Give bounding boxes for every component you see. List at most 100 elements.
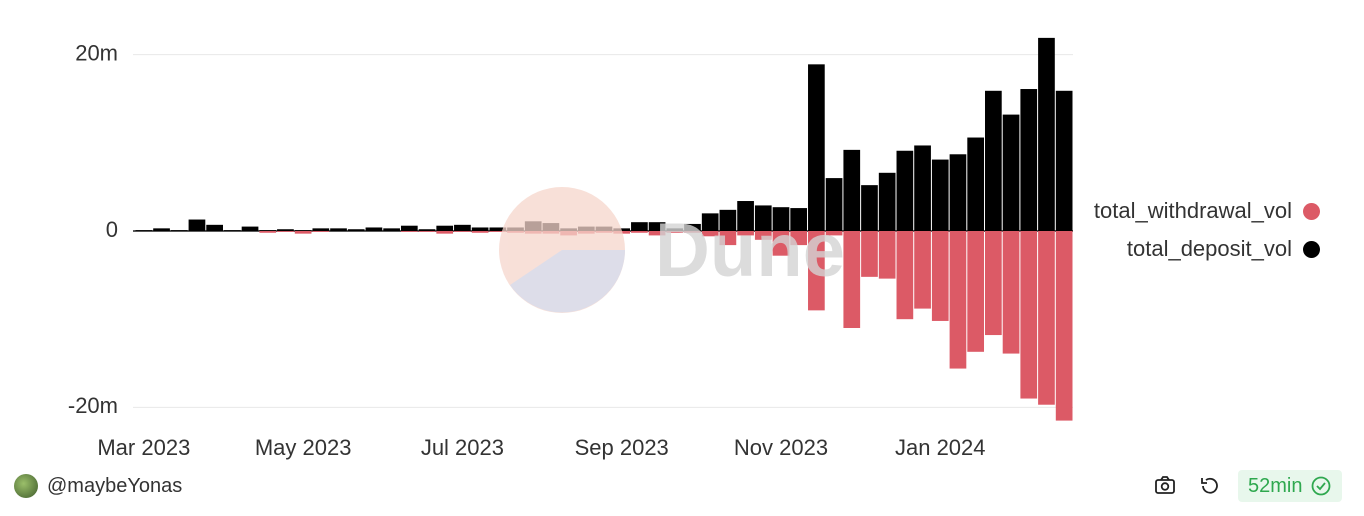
bar <box>878 172 896 231</box>
bar <box>949 231 967 369</box>
bar <box>967 137 985 231</box>
legend-marker <box>1303 202 1320 220</box>
x-tick-label: Sep 2023 <box>575 435 669 460</box>
bar <box>931 231 949 321</box>
bar <box>737 231 754 236</box>
bar <box>772 207 790 231</box>
bar <box>365 227 383 231</box>
legend-item[interactable]: total_withdrawal_vol <box>1094 198 1320 224</box>
bar <box>241 226 259 231</box>
bar <box>418 229 436 231</box>
bar <box>383 228 400 231</box>
bar <box>666 228 684 231</box>
bar <box>400 231 418 232</box>
age: 52min <box>1248 474 1303 497</box>
bar <box>896 150 914 231</box>
bar <box>1038 37 1055 231</box>
bar <box>259 231 277 233</box>
bar <box>701 231 719 237</box>
bar <box>701 213 719 231</box>
bar <box>400 225 418 231</box>
bar <box>1038 231 1055 405</box>
bar <box>719 231 737 246</box>
bar <box>754 231 772 240</box>
check-icon <box>1312 476 1331 496</box>
bar <box>896 231 914 320</box>
bar <box>772 231 790 256</box>
bar <box>985 231 1002 336</box>
bar <box>330 228 347 231</box>
bar <box>648 222 666 231</box>
bar <box>312 231 330 232</box>
screenshot-button[interactable] <box>1154 475 1178 497</box>
bar <box>135 230 153 231</box>
bar <box>454 224 471 231</box>
bar <box>436 231 454 234</box>
bar <box>1002 231 1020 354</box>
bar <box>808 64 825 231</box>
bar <box>223 230 241 231</box>
legend-marker <box>1303 240 1320 258</box>
bar <box>648 231 666 236</box>
bar <box>277 229 294 231</box>
author-name[interactable]: @maybeYonas <box>47 474 183 497</box>
bar <box>436 225 454 231</box>
bar <box>843 231 861 328</box>
bar <box>825 178 843 231</box>
bar <box>684 231 701 233</box>
bar <box>188 219 206 231</box>
bar <box>949 154 967 231</box>
bar <box>684 223 701 231</box>
bar <box>277 231 294 232</box>
bar <box>666 231 684 233</box>
bar <box>1055 231 1073 421</box>
x-tick-label: May 2023 <box>255 435 352 460</box>
author: @maybeYonas <box>14 474 182 498</box>
bar <box>878 231 896 279</box>
bar <box>967 231 985 352</box>
avatar <box>14 474 38 498</box>
x-tick-label: Mar 2023 <box>97 435 190 460</box>
bar <box>206 224 223 231</box>
refresh-button[interactable] <box>1198 475 1222 497</box>
legend-label: total_deposit_vol <box>1126 236 1292 261</box>
bar <box>931 159 949 231</box>
bar <box>861 231 878 277</box>
bar <box>631 222 648 231</box>
watermark-logo <box>499 187 625 313</box>
bar <box>1002 114 1020 231</box>
bar <box>489 227 507 231</box>
legend-label: total_withdrawal_vol <box>1093 198 1292 223</box>
x-tick-label: Nov 2023 <box>734 435 828 460</box>
bar <box>825 231 843 236</box>
legend-item[interactable]: total_deposit_vol <box>1127 236 1320 262</box>
bar <box>861 185 878 231</box>
bar <box>914 231 931 309</box>
bar <box>914 145 931 231</box>
bar <box>294 231 312 234</box>
bar <box>259 230 277 231</box>
bar <box>471 231 489 233</box>
bar <box>808 231 825 311</box>
bar <box>1055 90 1073 231</box>
bar <box>1020 89 1038 231</box>
freshness-badge[interactable]: 52min <box>1238 470 1343 502</box>
bar <box>471 227 489 231</box>
y-tick-label: -20m <box>68 393 118 418</box>
bar <box>737 201 754 231</box>
watermark: Dune <box>655 208 845 293</box>
bar <box>153 228 170 231</box>
bar <box>489 231 507 232</box>
bar <box>843 149 861 231</box>
bar <box>454 231 471 232</box>
bar <box>347 229 365 231</box>
bar <box>418 231 436 232</box>
bar <box>1020 231 1038 399</box>
bar <box>631 231 648 233</box>
y-tick-label: 20m <box>75 40 118 65</box>
bar <box>985 90 1002 231</box>
bar <box>170 230 188 231</box>
bar <box>613 228 631 231</box>
